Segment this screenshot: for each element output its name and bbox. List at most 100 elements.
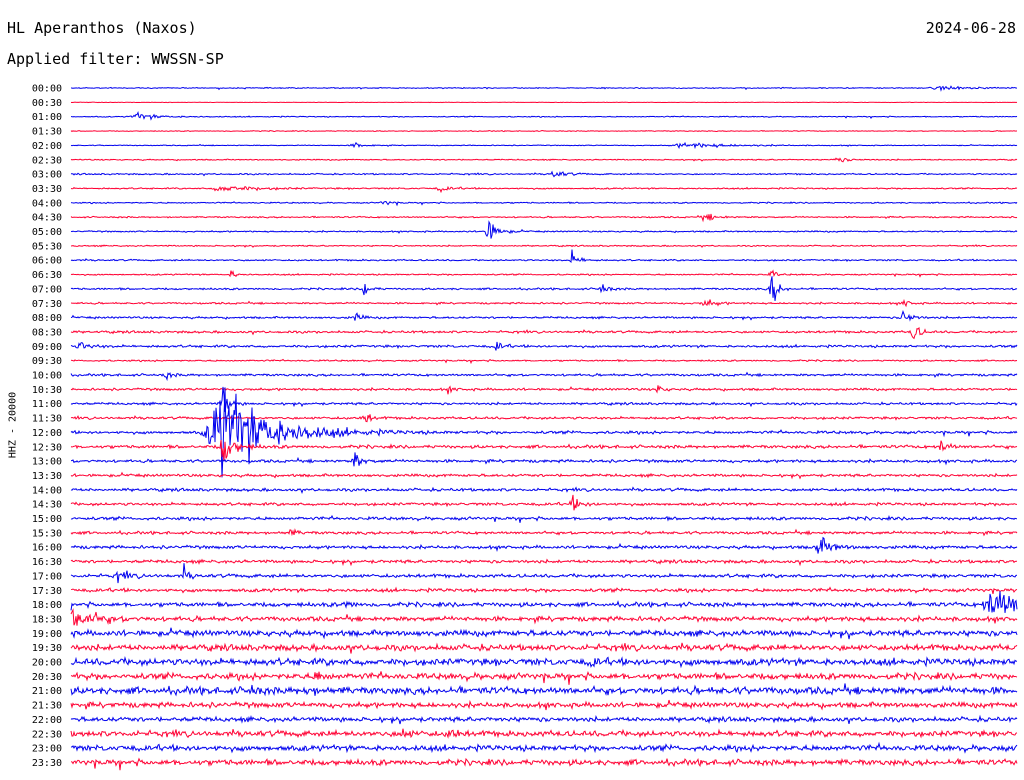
time-tick-label: 07:30 <box>32 299 62 310</box>
trace-1830 <box>70 608 1018 626</box>
time-tick-label: 01:30 <box>32 127 62 138</box>
time-tick-label: 08:00 <box>32 313 62 324</box>
trace-0830 <box>70 326 1018 340</box>
trace-0430 <box>70 213 1018 223</box>
trace-0700 <box>70 276 1018 301</box>
time-tick-label: 06:00 <box>32 256 62 267</box>
trace-2030 <box>70 670 1018 685</box>
trace-1700 <box>70 563 1018 584</box>
time-tick-label: 15:30 <box>32 528 62 539</box>
time-tick-label: 06:30 <box>32 270 62 281</box>
trace-2300 <box>70 741 1018 754</box>
trace-1630 <box>70 558 1018 567</box>
trace-0930 <box>70 358 1018 365</box>
time-tick-label: 14:30 <box>32 500 62 511</box>
time-tick-label: 00:00 <box>32 84 62 95</box>
trace-1900 <box>70 627 1018 640</box>
time-tick-label: 22:30 <box>32 729 62 740</box>
time-tick-label: 18:30 <box>32 614 62 625</box>
trace-0230 <box>70 157 1018 163</box>
filter-label: Applied filter: WWSSN-SP <box>7 50 224 68</box>
time-tick-label: 12:00 <box>32 428 62 439</box>
time-tick-label: 21:00 <box>32 686 62 697</box>
trace-0500 <box>70 220 1018 239</box>
trace-1230 <box>70 439 1018 462</box>
trace-2200 <box>70 714 1018 725</box>
time-tick-label: 17:30 <box>32 586 62 597</box>
time-tick-label: 00:30 <box>32 98 62 109</box>
time-tick-label: 13:00 <box>32 457 62 468</box>
time-tick-label: 20:00 <box>32 658 62 669</box>
trace-1430 <box>70 494 1018 511</box>
time-tick-label: 14:00 <box>32 485 62 496</box>
time-tick-label: 08:30 <box>32 327 62 338</box>
time-tick-label: 22:00 <box>32 715 62 726</box>
time-tick-label: 05:00 <box>32 227 62 238</box>
time-tick-label: 02:30 <box>32 155 62 166</box>
trace-0200 <box>70 141 1018 150</box>
trace-1930 <box>70 642 1018 654</box>
trace-0300 <box>70 170 1018 178</box>
trace-0530 <box>70 244 1018 248</box>
time-tick-label: 10:00 <box>32 371 62 382</box>
trace-2330 <box>70 757 1018 771</box>
time-tick-label: 23:00 <box>32 744 62 755</box>
trace-1030 <box>70 385 1018 395</box>
time-tick-label: 04:30 <box>32 213 62 224</box>
trace-1530 <box>70 528 1018 537</box>
time-tick-label: 03:00 <box>32 170 62 181</box>
trace-1100 <box>70 386 1018 412</box>
time-tick-label: 17:00 <box>32 571 62 582</box>
time-tick-label: 03:30 <box>32 184 62 195</box>
trace-0600 <box>70 249 1018 263</box>
trace-0130 <box>70 129 1018 133</box>
time-tick-label: 10:30 <box>32 385 62 396</box>
time-tick-label: 11:00 <box>32 399 62 410</box>
time-tick-label: 16:00 <box>32 543 62 554</box>
trace-0100 <box>70 110 1018 121</box>
trace-1730 <box>70 586 1018 595</box>
station-title: HL Aperanthos (Naxos) <box>7 19 197 37</box>
trace-0030 <box>70 101 1018 104</box>
time-tick-label: 13:30 <box>32 471 62 482</box>
time-tick-label: 21:30 <box>32 701 62 712</box>
time-tick-label: 04:00 <box>32 198 62 209</box>
time-tick-label: 15:00 <box>32 514 62 525</box>
time-tick-label: 02:00 <box>32 141 62 152</box>
time-tick-label: 12:30 <box>32 442 62 453</box>
trace-2230 <box>70 728 1018 739</box>
time-tick-label: 16:30 <box>32 557 62 568</box>
trace-0730 <box>70 298 1018 308</box>
date-label: 2024-06-28 <box>925 19 1016 37</box>
time-tick-label: 09:00 <box>32 342 62 353</box>
trace-0900 <box>70 341 1018 351</box>
trace-2130 <box>70 699 1018 711</box>
time-tick-label: 19:00 <box>32 629 62 640</box>
trace-1300 <box>70 452 1018 467</box>
time-tick-label: 07:00 <box>32 284 62 295</box>
trace-1400 <box>70 486 1018 495</box>
trace-1600 <box>70 536 1018 554</box>
trace-1330 <box>70 471 1018 480</box>
time-tick-label: 05:30 <box>32 241 62 252</box>
time-tick-label: 20:30 <box>32 672 62 683</box>
trace-0400 <box>70 201 1018 207</box>
trace-0330 <box>70 185 1018 194</box>
trace-2000 <box>70 655 1018 669</box>
time-tick-label: 11:30 <box>32 414 62 425</box>
time-tick-label: 23:30 <box>32 758 62 769</box>
trace-1200 <box>70 387 1018 478</box>
trace-1500 <box>70 514 1018 523</box>
trace-0800 <box>70 310 1018 322</box>
time-tick-label: 09:30 <box>32 356 62 367</box>
time-tick-label: 01:00 <box>32 112 62 123</box>
trace-0000 <box>70 85 1018 92</box>
time-tick-label: 18:00 <box>32 600 62 611</box>
trace-0630 <box>70 269 1018 278</box>
trace-1000 <box>70 371 1018 382</box>
trace-1800 <box>70 591 1018 613</box>
time-tick-label: 19:30 <box>32 643 62 654</box>
trace-1130 <box>70 414 1018 423</box>
trace-2100 <box>70 683 1018 697</box>
